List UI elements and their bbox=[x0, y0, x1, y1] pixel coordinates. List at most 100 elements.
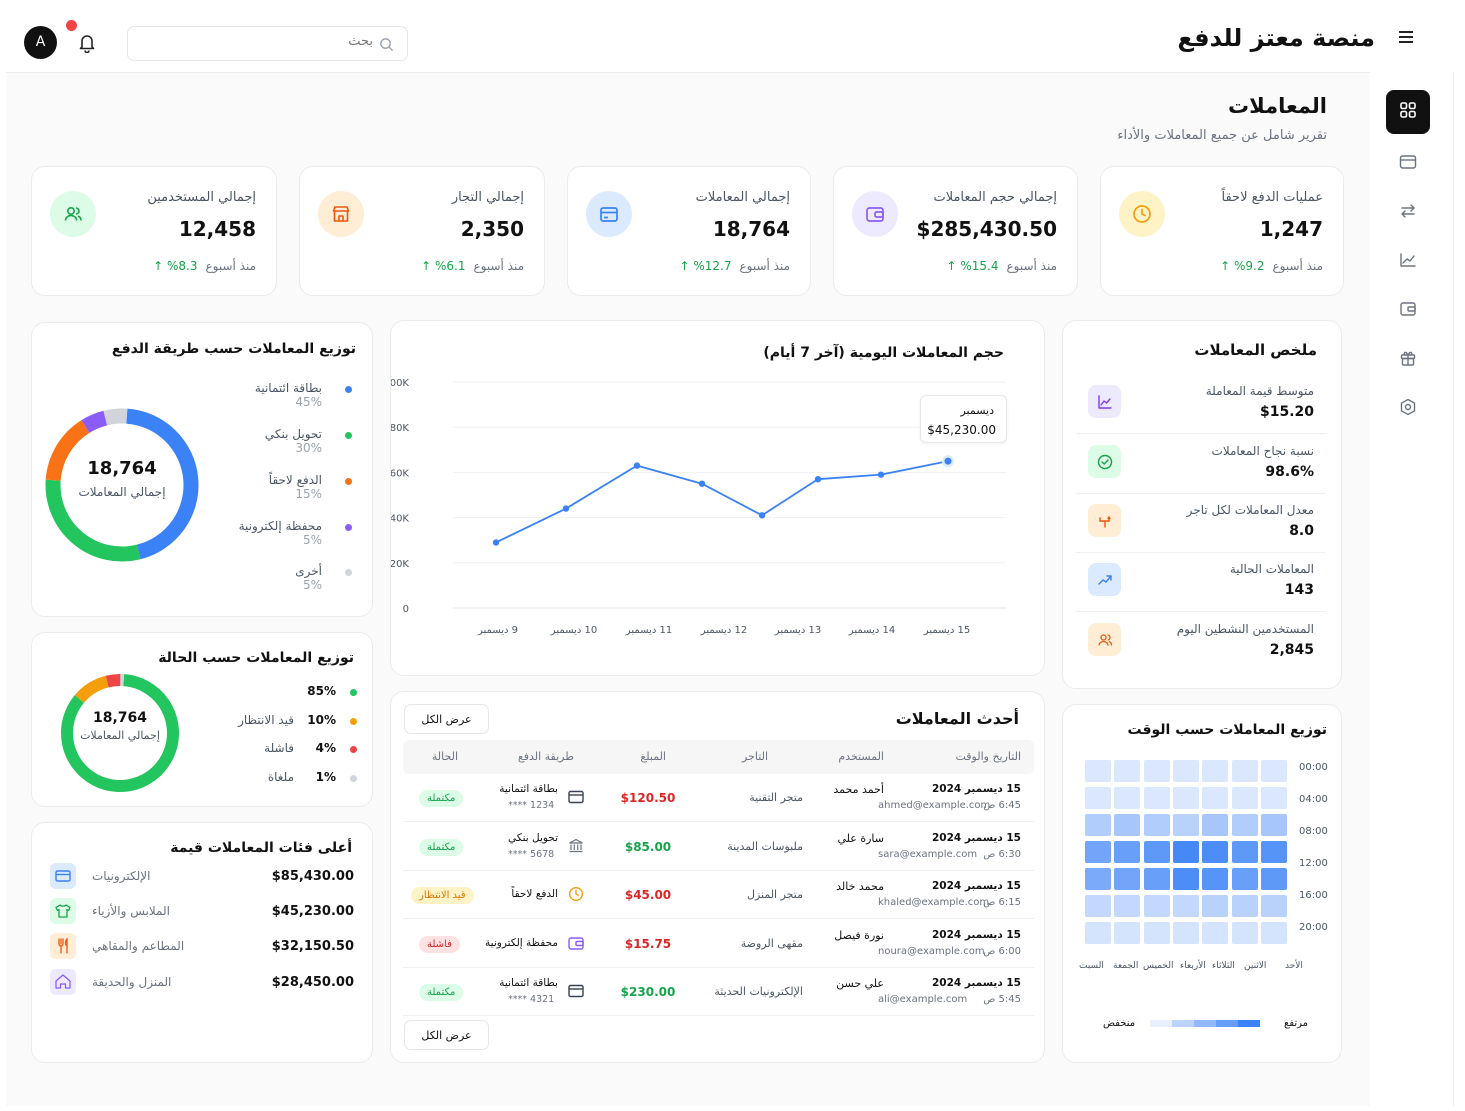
settings-icon bbox=[1399, 398, 1417, 420]
heatmap-cell[interactable] bbox=[1114, 868, 1141, 890]
donut-slice[interactable] bbox=[103, 408, 128, 426]
donut-slice[interactable] bbox=[81, 410, 108, 433]
data-point[interactable] bbox=[814, 475, 822, 483]
heatmap-cell[interactable] bbox=[1172, 922, 1199, 944]
sidebar-item-reports[interactable] bbox=[1386, 240, 1430, 284]
status-badge: مكتملة bbox=[419, 984, 464, 1001]
heatmap-cell[interactable] bbox=[1085, 760, 1111, 782]
data-point[interactable] bbox=[492, 539, 500, 546]
heatmap-cell[interactable] bbox=[1143, 760, 1170, 782]
heatmap-cell[interactable] bbox=[1085, 868, 1111, 890]
heatmap-cell[interactable] bbox=[1172, 841, 1199, 863]
heatmap-cell[interactable] bbox=[1202, 895, 1229, 917]
heatmap-cell[interactable] bbox=[1172, 760, 1199, 782]
avatar[interactable]: A bbox=[24, 26, 57, 59]
heatmap-cell[interactable] bbox=[1114, 760, 1141, 782]
heatmap-cell[interactable] bbox=[1143, 787, 1170, 809]
heatmap-cell[interactable] bbox=[1231, 814, 1258, 836]
heatmap-cell[interactable] bbox=[1143, 814, 1170, 836]
view-all-button-top[interactable]: عرض الكل bbox=[404, 704, 489, 734]
tx-email: ali@example.com bbox=[878, 994, 968, 1005]
donut-slice[interactable] bbox=[126, 408, 199, 560]
data-point[interactable] bbox=[698, 480, 706, 487]
heatmap-cell[interactable] bbox=[1114, 922, 1141, 944]
hour-label: 04:00 bbox=[1299, 794, 1328, 805]
sidebar-item-dashboard[interactable] bbox=[1386, 90, 1430, 134]
home-icon bbox=[50, 969, 76, 999]
sidebar-item-wallet[interactable] bbox=[1386, 289, 1430, 333]
donut-slice[interactable] bbox=[45, 479, 141, 562]
kpi-footer: منذ أسبوع 12.7% ↑ bbox=[679, 259, 790, 273]
donut-slice[interactable] bbox=[61, 674, 179, 792]
heatmap-cell[interactable] bbox=[1114, 895, 1141, 917]
summary-card: ملخص المعاملات متوسط قيمة المعاملة $15.2… bbox=[1062, 320, 1342, 689]
heatmap-cell[interactable] bbox=[1085, 841, 1111, 863]
heatmap-cell[interactable] bbox=[1260, 787, 1287, 809]
legend-label: تحويل بنكي bbox=[264, 427, 322, 441]
table-row[interactable]: 15 ديسمبر 2024 6:00 ص نورة فيصل noura@ex… bbox=[403, 920, 1034, 968]
data-point[interactable] bbox=[633, 462, 641, 469]
heatmap-cell[interactable] bbox=[1114, 841, 1141, 863]
series-line bbox=[495, 460, 949, 544]
heatmap-cell[interactable] bbox=[1202, 868, 1229, 890]
heatmap-cell[interactable] bbox=[1231, 895, 1258, 917]
heatmap-cell[interactable] bbox=[1172, 895, 1199, 917]
legend-percent: 85% bbox=[307, 684, 336, 698]
heatmap-cell[interactable] bbox=[1202, 841, 1229, 863]
heatmap-cell[interactable] bbox=[1143, 841, 1170, 863]
donut-slice[interactable] bbox=[74, 675, 109, 703]
sidebar-item-cards[interactable] bbox=[1386, 142, 1430, 186]
sidebar-item-transfers[interactable] bbox=[1386, 191, 1430, 235]
heatmap-cell[interactable] bbox=[1143, 868, 1170, 890]
search-box[interactable] bbox=[127, 26, 408, 61]
heatmap-cell[interactable] bbox=[1143, 895, 1170, 917]
heatmap-cell[interactable] bbox=[1202, 760, 1229, 782]
table-row[interactable]: 15 ديسمبر 2024 6:30 ص سارة علي sara@exam… bbox=[403, 823, 1034, 871]
search-input[interactable] bbox=[143, 34, 373, 49]
heatmap-cell[interactable] bbox=[1143, 922, 1170, 944]
sidebar-item-settings[interactable] bbox=[1386, 387, 1430, 431]
heatmap-cell[interactable] bbox=[1114, 814, 1141, 836]
heatmap-cell[interactable] bbox=[1260, 841, 1287, 863]
heatmap-cell[interactable] bbox=[1260, 868, 1287, 890]
table-row[interactable]: 15 ديسمبر 2024 5:45 ص علي حسن ali@exampl… bbox=[403, 968, 1034, 1016]
heatmap-cell[interactable] bbox=[1114, 787, 1141, 809]
heatmap-cell[interactable] bbox=[1202, 814, 1229, 836]
check-circle-icon bbox=[1088, 445, 1121, 478]
data-point[interactable] bbox=[877, 471, 885, 478]
heatmap-cell[interactable] bbox=[1085, 814, 1111, 836]
heatmap-cell[interactable] bbox=[1085, 895, 1111, 917]
heatmap-cell[interactable] bbox=[1260, 922, 1287, 944]
heatmap-cell[interactable] bbox=[1172, 787, 1199, 809]
menu-icon[interactable] bbox=[1399, 31, 1413, 43]
gift-icon bbox=[1399, 349, 1417, 371]
heatmap-cell[interactable] bbox=[1172, 868, 1199, 890]
donut-slice[interactable] bbox=[105, 674, 121, 688]
table-row[interactable]: 15 ديسمبر 2024 6:45 ص أحمد محمد ahmed@ex… bbox=[403, 774, 1034, 822]
heatmap-cell[interactable] bbox=[1260, 760, 1287, 782]
heatmap-cell[interactable] bbox=[1231, 760, 1258, 782]
heatmap-cell[interactable] bbox=[1085, 787, 1111, 809]
heatmap-cell[interactable] bbox=[1231, 868, 1258, 890]
sidebar-item-rewards[interactable] bbox=[1386, 338, 1430, 382]
status-badge: قيد الانتظار bbox=[411, 887, 474, 904]
heatmap-cell[interactable] bbox=[1260, 895, 1287, 917]
heatmap-cell[interactable] bbox=[1202, 787, 1229, 809]
donut-slice[interactable] bbox=[45, 420, 90, 481]
heatmap-cell[interactable] bbox=[1202, 922, 1229, 944]
heatmap-cell[interactable] bbox=[1231, 922, 1258, 944]
data-point[interactable] bbox=[562, 505, 570, 512]
heatmap-cell[interactable] bbox=[1260, 814, 1287, 836]
data-point[interactable] bbox=[758, 512, 766, 519]
tx-amount: $230.00 bbox=[620, 985, 676, 999]
heatmap-cell[interactable] bbox=[1172, 814, 1199, 836]
heatmap-cell[interactable] bbox=[1231, 787, 1258, 809]
data-point[interactable] bbox=[944, 457, 952, 465]
view-all-button-bottom[interactable]: عرض الكل bbox=[404, 1020, 489, 1050]
heatmap-cell[interactable] bbox=[1231, 841, 1258, 863]
kpi-card-transactions: إجمالي المعاملات 18,764 منذ أسبوع 12.7% ↑ bbox=[567, 166, 811, 296]
bell-icon[interactable] bbox=[78, 33, 96, 57]
tooltip-label: ديسمبر bbox=[960, 404, 994, 417]
heatmap-cell[interactable] bbox=[1085, 922, 1111, 944]
table-row[interactable]: 15 ديسمبر 2024 6:15 ص محمد خالد khaled@e… bbox=[403, 871, 1034, 919]
